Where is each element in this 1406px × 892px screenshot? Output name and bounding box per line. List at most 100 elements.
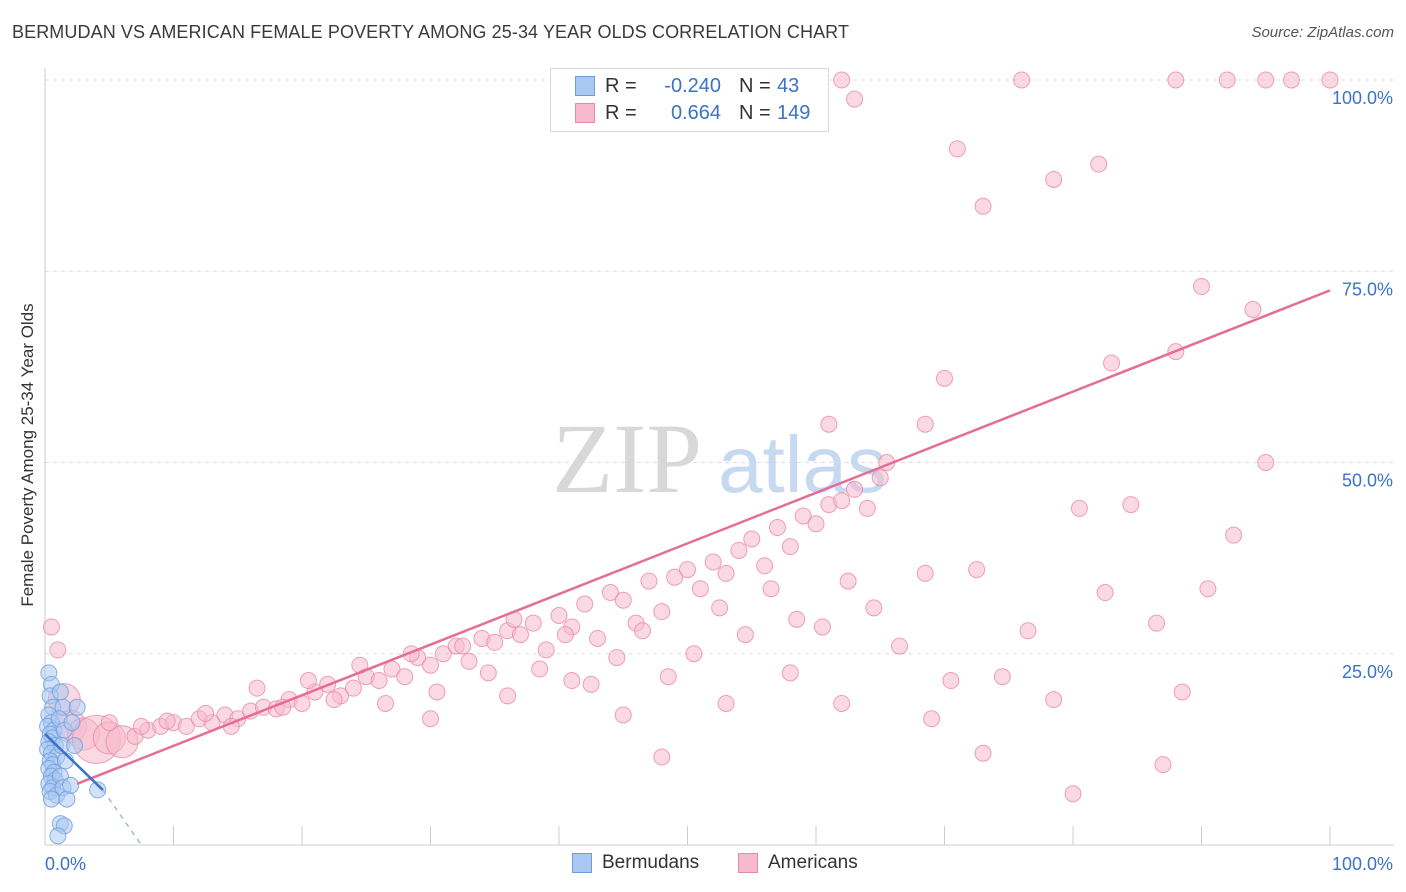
americans-point [563, 672, 581, 690]
bottom-legend-swatch-bermudans [572, 853, 592, 873]
americans-point [653, 603, 671, 621]
americans-point [197, 704, 215, 722]
americans-point [762, 580, 780, 598]
americans-point [736, 626, 754, 644]
americans-point [993, 668, 1011, 686]
americans-point [1096, 584, 1114, 602]
americans-point [248, 679, 266, 697]
americans-point [1103, 354, 1121, 372]
americans-point [511, 626, 529, 644]
americans-point [833, 694, 851, 712]
correlation-legend: R = -0.240 N = 43 R = 0.664 N = 149 [550, 68, 829, 132]
americans-point [846, 90, 864, 108]
americans-point [556, 626, 574, 644]
americans-point [871, 469, 889, 487]
bermudans-trend-line [44, 733, 104, 791]
bottom-legend-label-bermudans: Bermudans [602, 852, 700, 873]
americans-point [794, 507, 812, 525]
americans-point [1064, 785, 1082, 803]
americans-point [499, 687, 517, 705]
americans-point [531, 660, 549, 678]
americans-point [942, 672, 960, 690]
americans-point [685, 645, 703, 663]
americans-point [781, 538, 799, 556]
americans-point [1218, 71, 1236, 89]
bermudans-point [89, 781, 107, 799]
americans-point [486, 633, 504, 651]
americans-point [1045, 170, 1063, 188]
americans-point [576, 595, 594, 613]
americans-point [916, 564, 934, 582]
americans-point [781, 664, 799, 682]
americans-point [788, 610, 806, 628]
americans-point [396, 668, 414, 686]
americans-point [1019, 622, 1037, 640]
americans-point [833, 71, 851, 89]
americans-point [653, 748, 671, 766]
americans-point [550, 607, 568, 624]
watermark-atlas: atlas [718, 420, 887, 509]
americans-point [434, 645, 452, 663]
americans-point [1013, 71, 1031, 89]
americans-point [666, 568, 684, 586]
americans-point [974, 744, 992, 762]
legend-r-value: 0.664 [670, 101, 721, 124]
bermudans-point [63, 714, 81, 732]
y-tick-label: 25.0% [1342, 662, 1393, 682]
americans-point [730, 541, 748, 559]
bottom-legend-bermudans: Bermudans [572, 852, 699, 874]
legend-n-label: N = [739, 74, 771, 97]
americans-point [923, 710, 941, 728]
americans-point [608, 649, 626, 667]
americans-point [1225, 526, 1243, 544]
americans-point [460, 652, 478, 670]
legend-swatch-bermudans [575, 76, 595, 96]
americans-point [537, 641, 555, 659]
bottom-legend-label-americans: Americans [768, 852, 858, 873]
americans-point [679, 561, 696, 579]
bermudans-point [66, 737, 84, 755]
y-tick-label: 100.0% [1332, 88, 1393, 108]
americans-point [948, 140, 966, 158]
americans-point [428, 683, 446, 701]
americans-point [717, 694, 735, 712]
americans-point [422, 656, 439, 674]
americans-point [846, 480, 864, 498]
bottom-legend-americans: Americans [738, 852, 858, 874]
americans-point [1193, 278, 1210, 296]
americans-point [1045, 691, 1063, 709]
americans-point [132, 717, 150, 735]
americans-point [377, 694, 395, 712]
americans-point [659, 668, 677, 686]
bottom-legend-swatch-americans [738, 853, 758, 873]
americans-point [839, 572, 857, 590]
americans-point [1154, 756, 1172, 774]
y-axis-title: Female Poverty Among 25-34 Year Olds [18, 303, 37, 607]
americans-point [582, 675, 600, 693]
source-label: Source: ZipAtlas.com [1251, 24, 1394, 41]
legend-r-label: R = [605, 74, 637, 97]
americans-point [479, 664, 497, 682]
americans-point [614, 706, 632, 724]
bermudans-point [62, 776, 80, 794]
x-tick-label: 100.0% [1332, 854, 1393, 874]
americans-point [711, 599, 729, 617]
legend-n-value: 43 [777, 74, 800, 97]
bermudans-point [51, 683, 69, 701]
americans-point [858, 499, 876, 517]
americans-point [820, 415, 838, 433]
americans-points [42, 71, 1339, 803]
americans-point [1148, 614, 1166, 632]
americans-point [756, 557, 774, 575]
americans-point [968, 561, 986, 579]
americans-trend-line [76, 289, 1331, 785]
watermark-zip: ZIP [552, 403, 702, 514]
americans-point [42, 618, 60, 636]
americans-point [743, 530, 761, 548]
americans-point [158, 712, 176, 730]
americans-point [936, 369, 953, 387]
americans-point [1244, 301, 1262, 318]
americans-point [370, 672, 388, 690]
americans-point [865, 599, 883, 617]
americans-point [1199, 580, 1217, 598]
